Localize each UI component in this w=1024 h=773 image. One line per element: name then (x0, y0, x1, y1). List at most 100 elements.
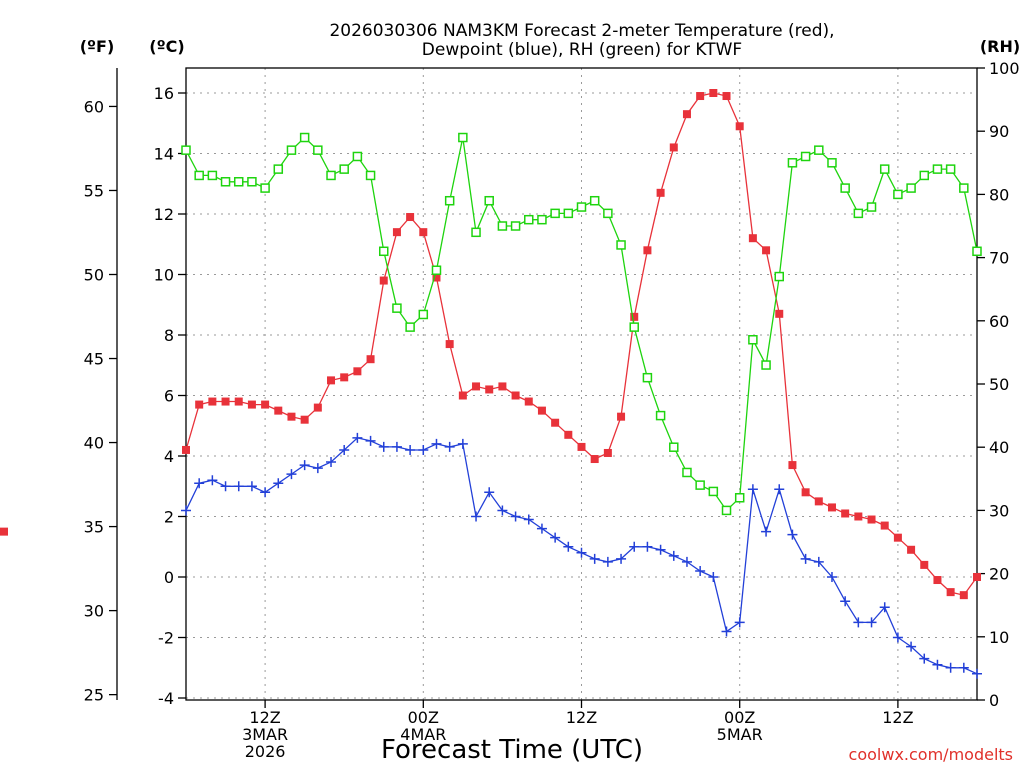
temperature-point (656, 188, 665, 197)
temperature-point (0, 527, 8, 536)
dewpoint-point (312, 463, 323, 474)
rh-point (800, 151, 811, 162)
time-tick-label: 12Z (566, 708, 597, 727)
dewpoint-point (431, 438, 442, 449)
fahrenheit-tick-label: 35 (84, 518, 104, 537)
rh-tick-label: 70 (989, 249, 1009, 268)
rh-tick-label: 80 (989, 185, 1009, 204)
temperature-point (498, 382, 507, 391)
chart-title-line-2: Dewpoint (blue), RH (green) for KTWF (422, 40, 742, 60)
dewpoint-point (365, 435, 376, 446)
rh-point (418, 309, 429, 320)
time-tick-label: 4MAR (400, 725, 446, 744)
temperature-point (801, 488, 810, 497)
rh-point (537, 214, 547, 225)
dewpoint-point (339, 444, 350, 455)
temperature-point (630, 312, 639, 321)
dewpoint-point (523, 514, 534, 525)
rh-point (827, 158, 837, 168)
rh-point (879, 164, 890, 174)
temperature-point (195, 400, 204, 409)
dewpoint-point (800, 553, 811, 564)
temperature-point (933, 576, 942, 585)
temperature-point (261, 400, 270, 409)
dewpoint-point (826, 572, 837, 582)
dewpoint-point (629, 541, 640, 552)
series-dewpoint (181, 432, 982, 679)
time-tick-label: 00Z (408, 708, 439, 727)
rh-point (339, 164, 349, 174)
temperature-point (577, 442, 586, 451)
dewpoint-point (721, 626, 732, 637)
rh-point (497, 221, 508, 231)
temperature-point (551, 418, 560, 427)
rh-point (787, 158, 798, 168)
rh-point (734, 493, 745, 503)
temperature-point (406, 213, 415, 222)
rh-tick-label: 30 (989, 501, 1009, 520)
temperature-point (880, 521, 889, 530)
rh-point (945, 164, 956, 174)
temperature-point (234, 397, 243, 406)
time-tick-label: 2026 (245, 742, 286, 761)
temperature-point (617, 412, 626, 421)
temperature-point (696, 92, 705, 101)
celsius-tick-label: 2 (164, 508, 174, 527)
temperature-point (419, 228, 428, 237)
dewpoint-point (616, 553, 627, 564)
rh-point (906, 183, 916, 193)
rh-point (919, 170, 930, 181)
temperature-point (313, 403, 322, 412)
temperature-point (827, 503, 836, 512)
temperature-point (564, 430, 573, 439)
temperature-point (893, 533, 902, 542)
dewpoint-point (299, 460, 310, 471)
rh-point (616, 240, 626, 250)
unit-label-fahrenheit: (ºF) (80, 37, 115, 56)
rh-point (682, 467, 692, 478)
temperature-point (709, 89, 718, 97)
dewpoint-point (378, 441, 389, 452)
fahrenheit-tick-label: 40 (84, 434, 104, 453)
dewpoint-point (958, 662, 969, 673)
dewpoint-point (326, 457, 337, 468)
dewpoint-point (391, 441, 402, 452)
fahrenheit-tick-label: 45 (84, 350, 104, 369)
temperature-point (973, 573, 981, 581)
celsius-tick-label: 16 (154, 84, 174, 103)
rh-point (695, 480, 705, 490)
temperature-point (775, 309, 784, 318)
temperature-point (814, 497, 823, 506)
chart-title-line-1: 2026030306 NAM3KM Forecast 2-meter Tempe… (329, 21, 834, 41)
dewpoint-point (220, 481, 231, 492)
temperature-point (946, 588, 955, 597)
rh-point (959, 183, 969, 193)
time-tick-label: 3MAR (242, 725, 288, 744)
rh-point (853, 208, 864, 219)
temperature-point (643, 246, 652, 255)
rh-point (563, 208, 574, 219)
rh-point (669, 442, 679, 452)
dewpoint-point (352, 432, 363, 443)
rh-point (550, 208, 560, 219)
rh-point (655, 410, 666, 421)
rh-tick-label: 90 (989, 122, 1009, 141)
rh-point (761, 360, 771, 370)
temperature-point (907, 545, 916, 554)
dewpoint-point (457, 438, 468, 449)
rh-tick-label: 0 (989, 691, 999, 710)
rh-point (840, 183, 850, 193)
dewpoint-point (813, 556, 824, 567)
dewpoint-point (774, 484, 785, 495)
rh-point (299, 132, 310, 143)
temperature-point (682, 110, 691, 119)
dewpoint-point (919, 653, 930, 664)
dewpoint-point (510, 511, 521, 522)
rh-point (352, 151, 363, 162)
rh-point (642, 372, 653, 383)
temperature-point (472, 382, 481, 391)
dewpoint-point (866, 617, 877, 628)
temperature-point (735, 122, 744, 131)
celsius-tick-label: -4 (158, 689, 174, 708)
temperature-point (287, 412, 296, 421)
